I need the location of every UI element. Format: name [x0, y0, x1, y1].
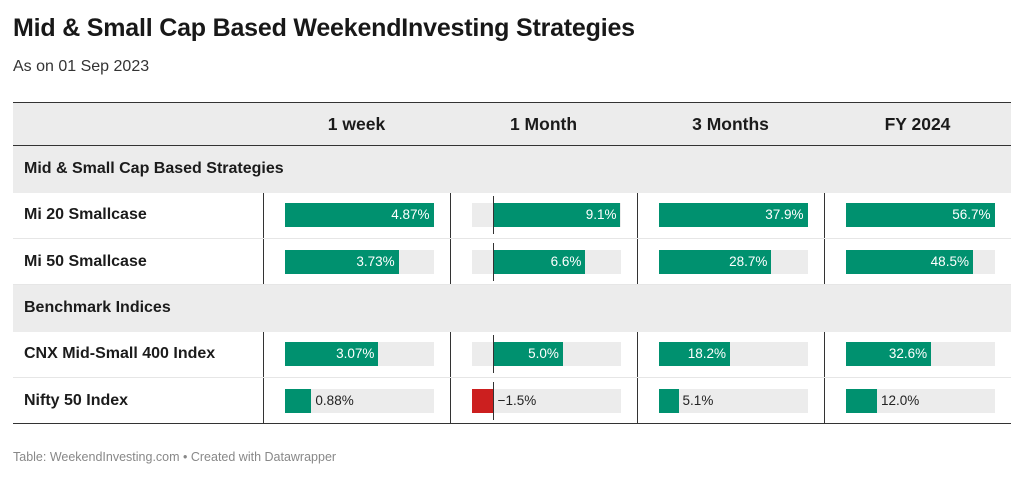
bar-positive	[658, 342, 731, 367]
bar-positive	[845, 342, 932, 367]
value-label: 28.7%	[729, 253, 768, 269]
row-name: Mi 20 Smallcase	[13, 192, 263, 239]
bar-track: 5.0%	[471, 335, 621, 374]
value-label: 3.07%	[336, 346, 375, 362]
value-cell-fy-2024: 12.0%	[823, 377, 1011, 424]
table-row: Nifty 50 Index 0.88% −1.5% 5.1% 12.0%	[13, 377, 1011, 424]
bar-positive	[845, 203, 995, 228]
bar-track: 28.7%	[658, 249, 808, 274]
value-cell-fy-2024: 32.6%	[823, 331, 1011, 378]
bar-positive	[658, 249, 772, 274]
header-fy-2024: FY 2024	[824, 102, 1011, 146]
value-label: 6.6%	[550, 253, 582, 269]
bar-positive	[658, 203, 808, 228]
bar-track: 0.88%	[284, 388, 434, 413]
bar-track: 32.6%	[845, 342, 995, 367]
value-label: 56.7%	[952, 207, 991, 223]
header-1-month: 1 Month	[450, 102, 637, 146]
value-label: 32.6%	[888, 346, 928, 362]
value-cell-3-months: 18.2%	[636, 331, 824, 378]
row-name: CNX Mid-Small 400 Index	[13, 331, 263, 378]
value-label: 9.1%	[585, 207, 617, 223]
bar-track: −1.5%	[471, 381, 621, 420]
header-row: 1 week 1 Month 3 Months FY 2024	[13, 102, 1011, 146]
table-body: Mid & Small Cap Based Strategies Mi 20 Sm…	[13, 145, 1011, 424]
performance-table: 1 week 1 Month 3 Months FY 2024 Mid & Sm…	[13, 102, 1011, 424]
bar-track: 12.0%	[845, 388, 995, 413]
value-label: 5.0%	[528, 346, 559, 362]
table-row: Mi 20 Smallcase 4.87% 9.1% 37.9% 56.7%	[13, 192, 1011, 239]
value-cell-fy-2024: 48.5%	[823, 238, 1011, 285]
value-label: 5.1%	[682, 392, 714, 408]
row-name: Mi 50 Smallcase	[13, 238, 263, 285]
bar-positive	[658, 388, 679, 413]
bar-track: 37.9%	[658, 203, 808, 228]
bar-track: 9.1%	[471, 196, 621, 235]
value-label: 4.87%	[391, 207, 430, 223]
value-cell-1-month: 6.6%	[449, 238, 637, 285]
bar-positive	[284, 342, 379, 367]
value-cell-3-months: 5.1%	[636, 377, 824, 424]
zero-line	[492, 381, 494, 420]
value-label: −1.5%	[497, 392, 537, 408]
value-cell-3-months: 28.7%	[636, 238, 824, 285]
value-cell-3-months: 37.9%	[636, 192, 824, 239]
value-cell-1-month: 5.0%	[449, 331, 637, 378]
bar-track: 56.7%	[845, 203, 995, 228]
value-cell-fy-2024: 56.7%	[823, 192, 1011, 239]
bar-positive	[284, 388, 312, 413]
bar-positive	[284, 203, 434, 228]
table-row: Mi 50 Smallcase 3.73% 6.6% 28.7% 48.5%	[13, 238, 1011, 285]
value-cell-1-month: 9.1%	[449, 192, 637, 239]
chart-subtitle: As on 01 Sep 2023	[13, 58, 150, 75]
value-cell-1-week: 3.07%	[262, 331, 450, 378]
bar-track: 4.87%	[284, 203, 434, 228]
value-label: 18.2%	[687, 346, 727, 362]
value-cell-1-week: 0.88%	[262, 377, 450, 424]
bar-positive	[492, 249, 586, 274]
header-1-week: 1 week	[263, 102, 450, 146]
value-label: 0.88%	[315, 392, 354, 408]
bar-positive	[492, 342, 563, 367]
bar-track: 3.73%	[284, 249, 434, 274]
bar-positive	[284, 249, 399, 274]
section-row: Mid & Small Cap Based Strategies	[13, 145, 1011, 193]
value-cell-1-month: −1.5%	[449, 377, 637, 424]
section-label: Mid & Small Cap Based Strategies	[24, 160, 284, 178]
value-label: 12.0%	[881, 392, 920, 408]
section-label: Benchmark Indices	[24, 299, 171, 317]
bar-track: 3.07%	[284, 342, 434, 367]
bar-negative	[471, 388, 493, 413]
value-cell-1-week: 3.73%	[262, 238, 450, 285]
zero-line	[492, 335, 494, 374]
chart-title: Mid & Small Cap Based WeekendInvesting S…	[13, 14, 635, 42]
bar-track: 18.2%	[658, 342, 808, 367]
value-label: 48.5%	[930, 253, 969, 269]
value-label: 37.9%	[765, 207, 804, 223]
chart-footer: Table: WeekendInvesting.com • Created wi…	[13, 450, 337, 464]
bar-track: 5.1%	[658, 388, 808, 413]
bar-track: 6.6%	[471, 242, 621, 281]
value-cell-1-week: 4.87%	[262, 192, 450, 239]
bar-positive	[492, 203, 621, 228]
bar-positive	[845, 388, 878, 413]
row-name: Nifty 50 Index	[13, 377, 263, 424]
table-row: CNX Mid-Small 400 Index 3.07% 5.0% 18.2% 32.…	[13, 331, 1011, 378]
zero-line	[492, 196, 494, 235]
value-label: 3.73%	[356, 253, 395, 269]
section-row: Benchmark Indices	[13, 284, 1011, 332]
header-name	[13, 102, 263, 146]
zero-line	[492, 242, 494, 281]
header-3-months: 3 Months	[637, 102, 824, 146]
bar-positive	[845, 249, 973, 274]
bar-track: 48.5%	[845, 249, 995, 274]
